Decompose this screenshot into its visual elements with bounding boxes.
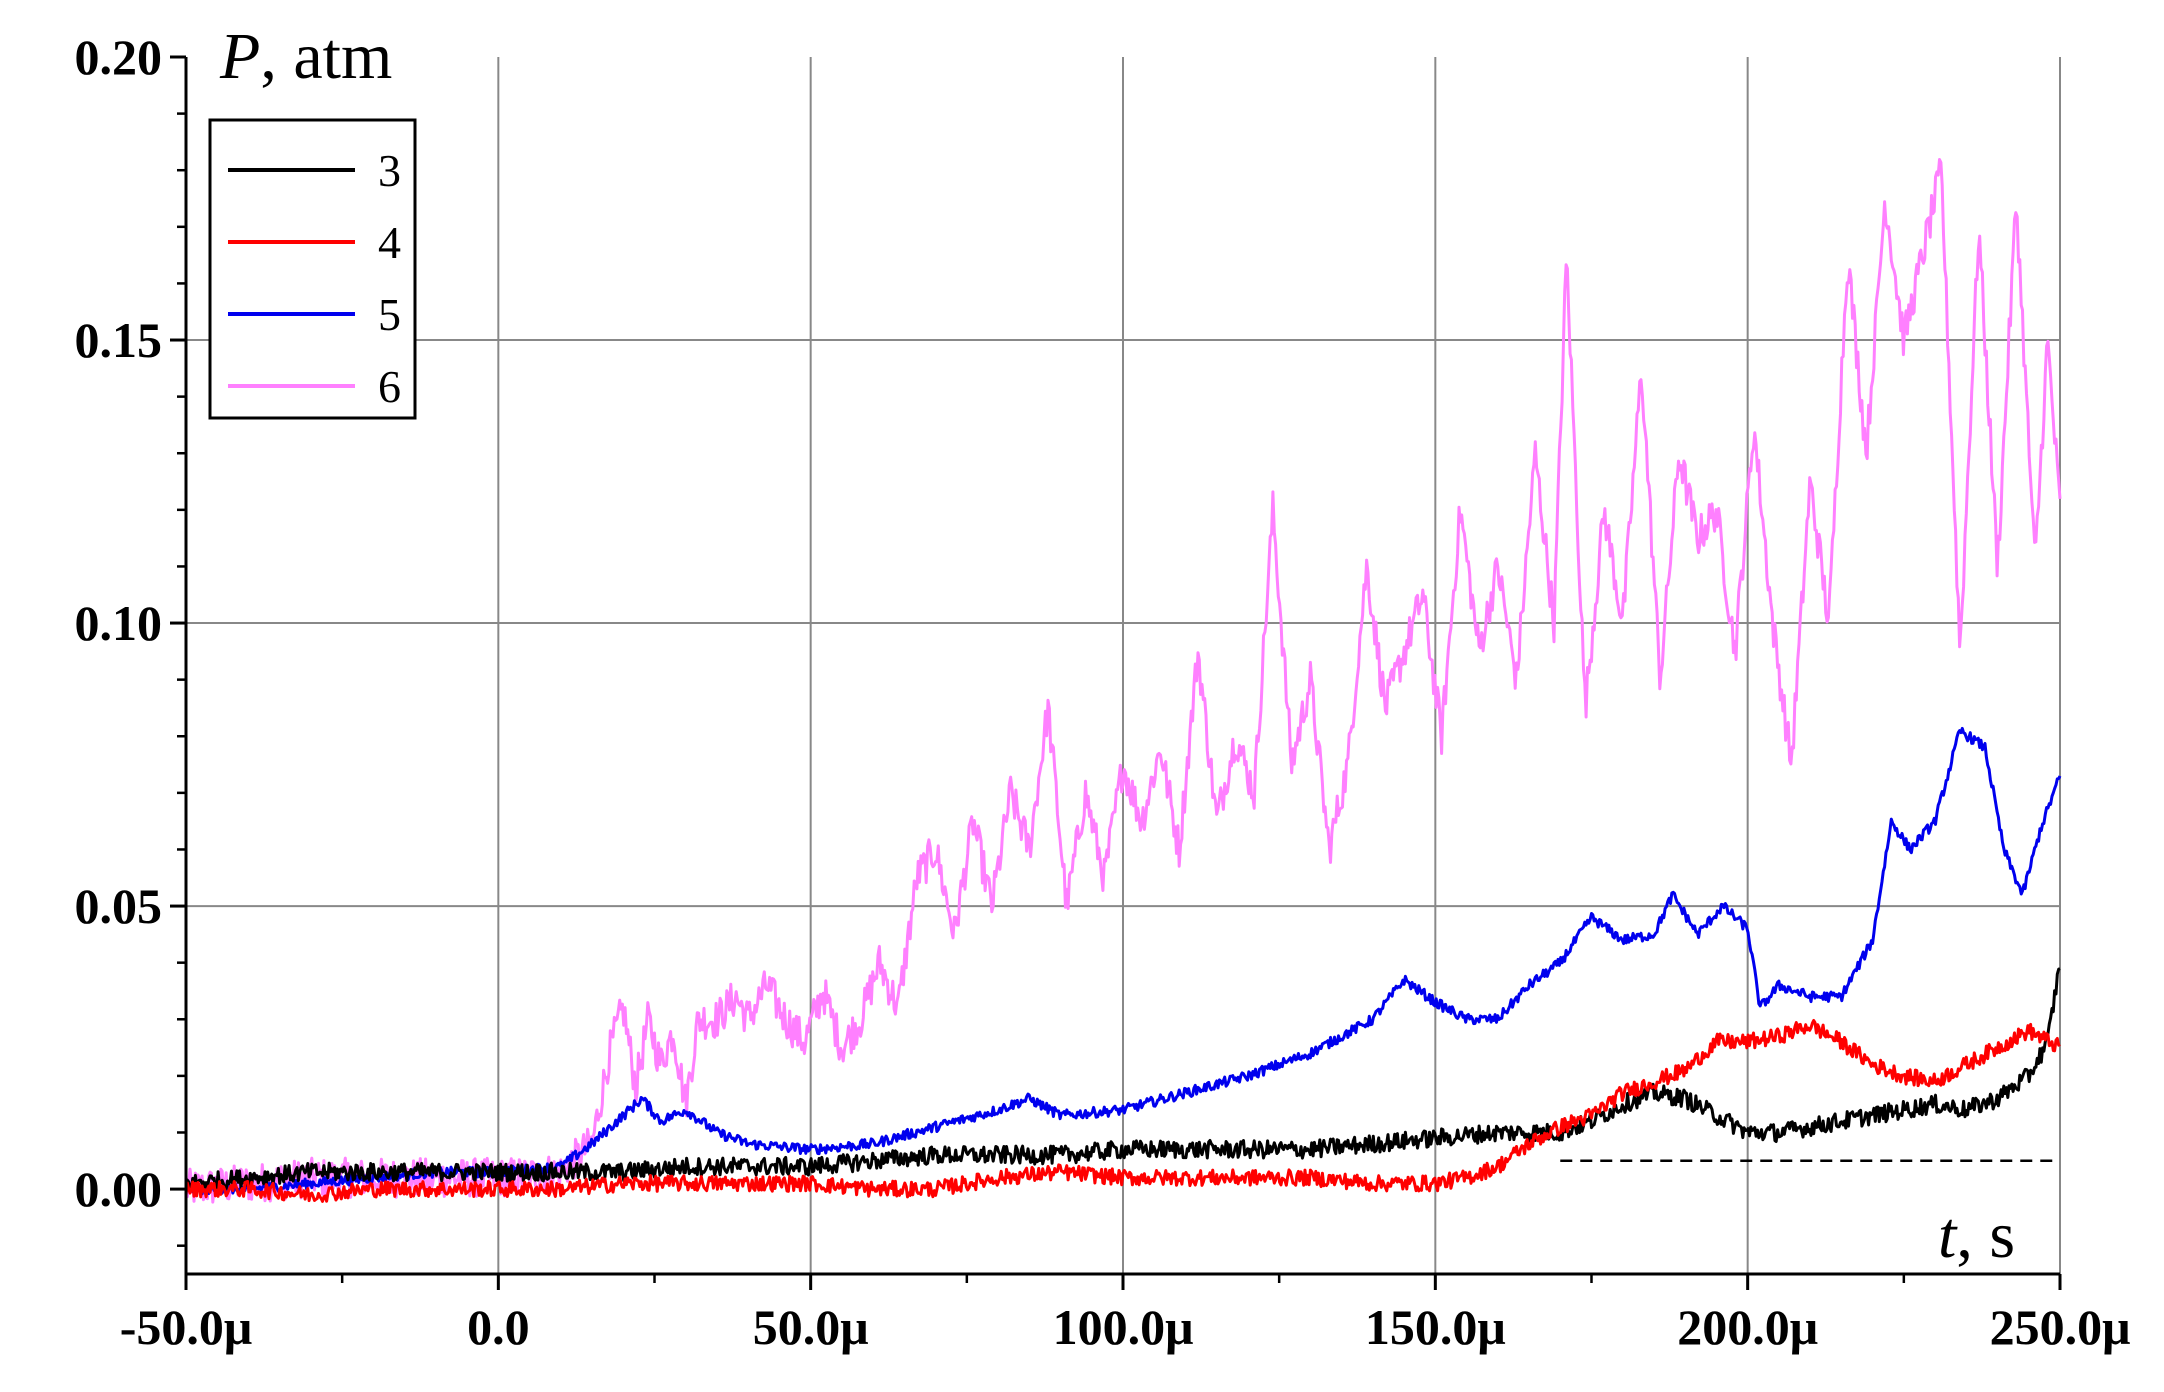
x-axis-symbol: t — [1938, 1199, 1958, 1272]
legend-label-5: 5 — [378, 289, 401, 340]
series-line-3 — [185, 967, 2061, 1192]
y-tick-label: 0.00 — [75, 1161, 163, 1217]
x-axis-unit: , s — [1956, 1199, 2015, 1272]
series-lines — [184, 158, 2062, 1204]
x-axis-ticks: -50.0μ 0.0 50.0μ 100.0μ 150.0μ 200.0μ 250.0μ — [120, 1274, 2131, 1355]
legend-label-4: 4 — [378, 217, 401, 268]
x-tick-label: 100.0μ — [1053, 1299, 1194, 1355]
legend-label-3: 3 — [378, 145, 401, 196]
y-tick-label: 0.05 — [75, 878, 163, 934]
y-axis-unit: , atm — [260, 20, 392, 93]
x-tick-label: 200.0μ — [1677, 1299, 1818, 1355]
series-line-4 — [184, 1019, 2061, 1203]
x-tick-label: 50.0μ — [753, 1299, 869, 1355]
legend: 3 4 5 6 — [208, 118, 417, 420]
x-tick-label: 0.0 — [467, 1299, 530, 1355]
y-axis-symbol: P — [219, 20, 260, 93]
grid-lines — [186, 57, 2061, 1274]
x-axis-title: t, s — [1938, 1199, 2015, 1272]
y-tick-label: 0.20 — [75, 29, 163, 85]
y-axis-ticks: 0.00 0.05 0.10 0.15 0.20 — [75, 29, 186, 1247]
legend-label-6: 6 — [378, 361, 401, 412]
y-tick-label: 0.10 — [75, 595, 163, 651]
x-tick-label: 150.0μ — [1365, 1299, 1506, 1355]
y-tick-label: 0.15 — [75, 312, 163, 368]
x-tick-label: 250.0μ — [1990, 1299, 2131, 1355]
x-tick-label: -50.0μ — [120, 1299, 253, 1355]
y-axis-title: P, atm — [219, 20, 392, 93]
